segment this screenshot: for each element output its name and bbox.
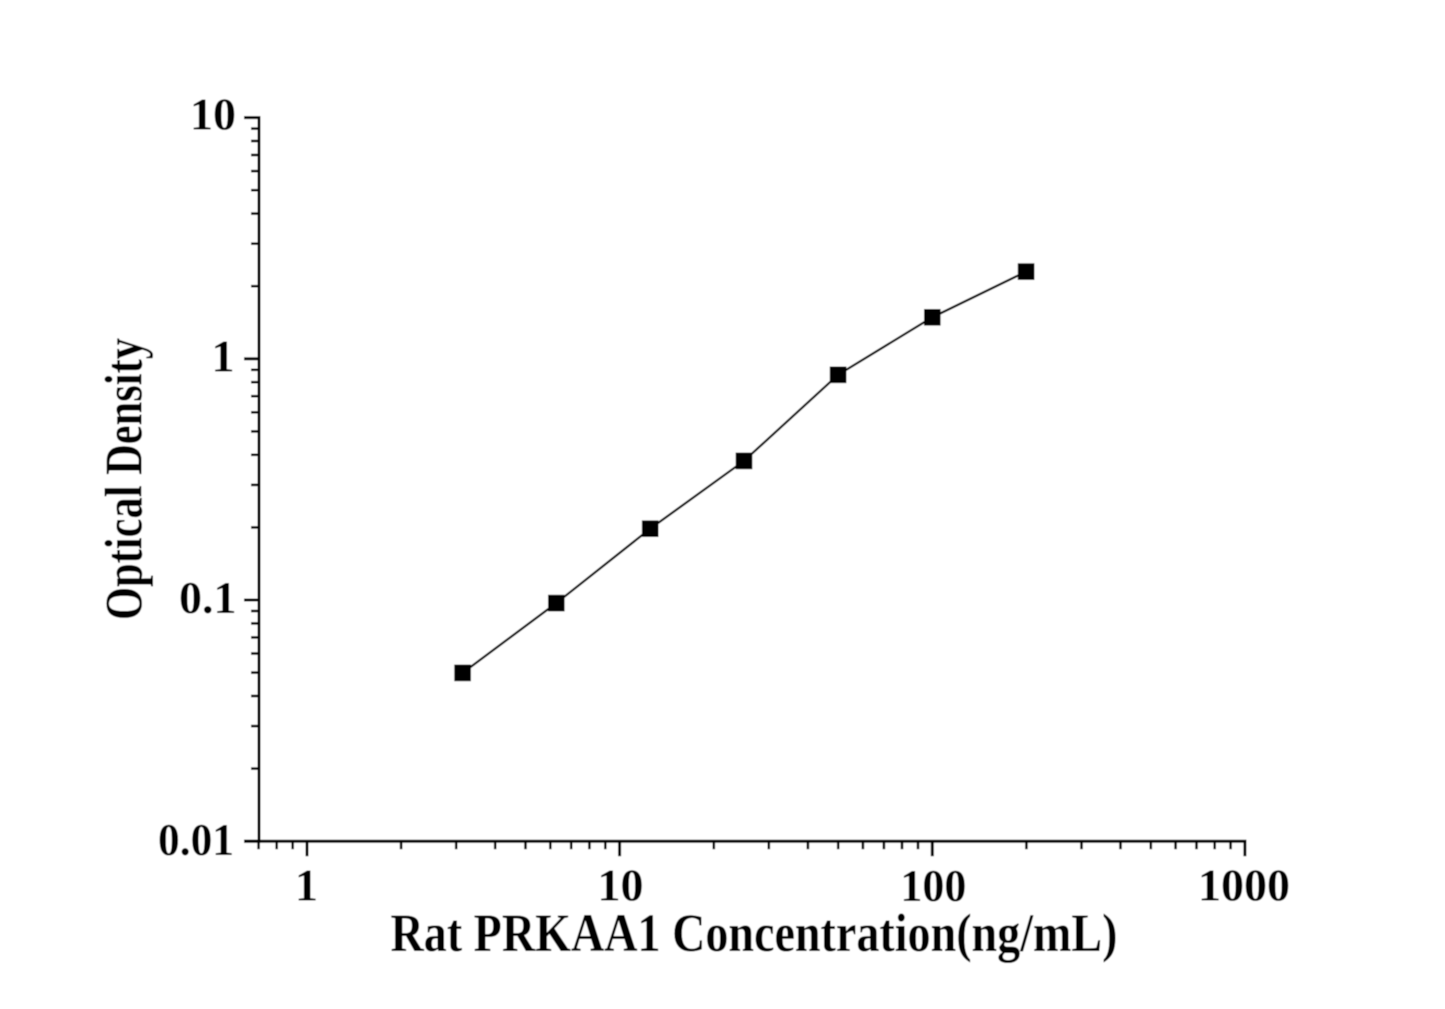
svg-text:100: 100	[900, 860, 966, 911]
svg-text:0.1: 0.1	[179, 572, 237, 623]
svg-text:1000: 1000	[1198, 859, 1290, 910]
svg-text:1: 1	[212, 330, 235, 381]
svg-text:Optical Density: Optical Density	[96, 338, 154, 620]
svg-text:0.01: 0.01	[158, 814, 234, 865]
svg-text:10: 10	[598, 859, 644, 910]
svg-text:1: 1	[295, 859, 318, 910]
svg-text:10: 10	[190, 89, 236, 140]
svg-text:Rat PRKAA1 Concentration(ng/mL: Rat PRKAA1 Concentration(ng/mL)	[391, 903, 1118, 963]
